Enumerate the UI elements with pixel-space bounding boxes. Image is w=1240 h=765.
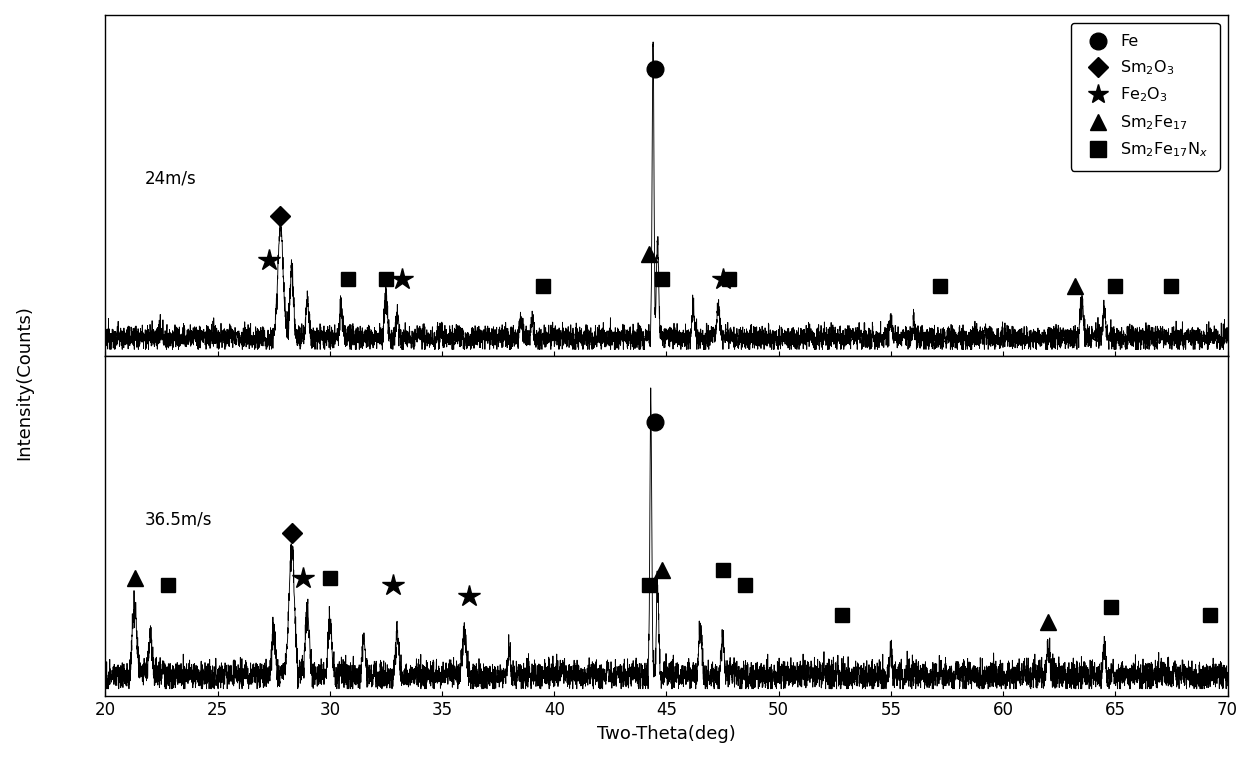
Text: 24m/s: 24m/s (145, 170, 196, 187)
Text: 36.5m/s: 36.5m/s (145, 510, 212, 528)
Text: Intensity(Counts): Intensity(Counts) (15, 305, 33, 460)
Legend: Fe, Sm$_2$O$_3$, Fe$_2$O$_3$, Sm$_2$Fe$_{17}$, Sm$_2$Fe$_{17}$N$_x$: Fe, Sm$_2$O$_3$, Fe$_2$O$_3$, Sm$_2$Fe$_… (1070, 23, 1220, 171)
X-axis label: Two-Theta(deg): Two-Theta(deg) (598, 724, 735, 743)
